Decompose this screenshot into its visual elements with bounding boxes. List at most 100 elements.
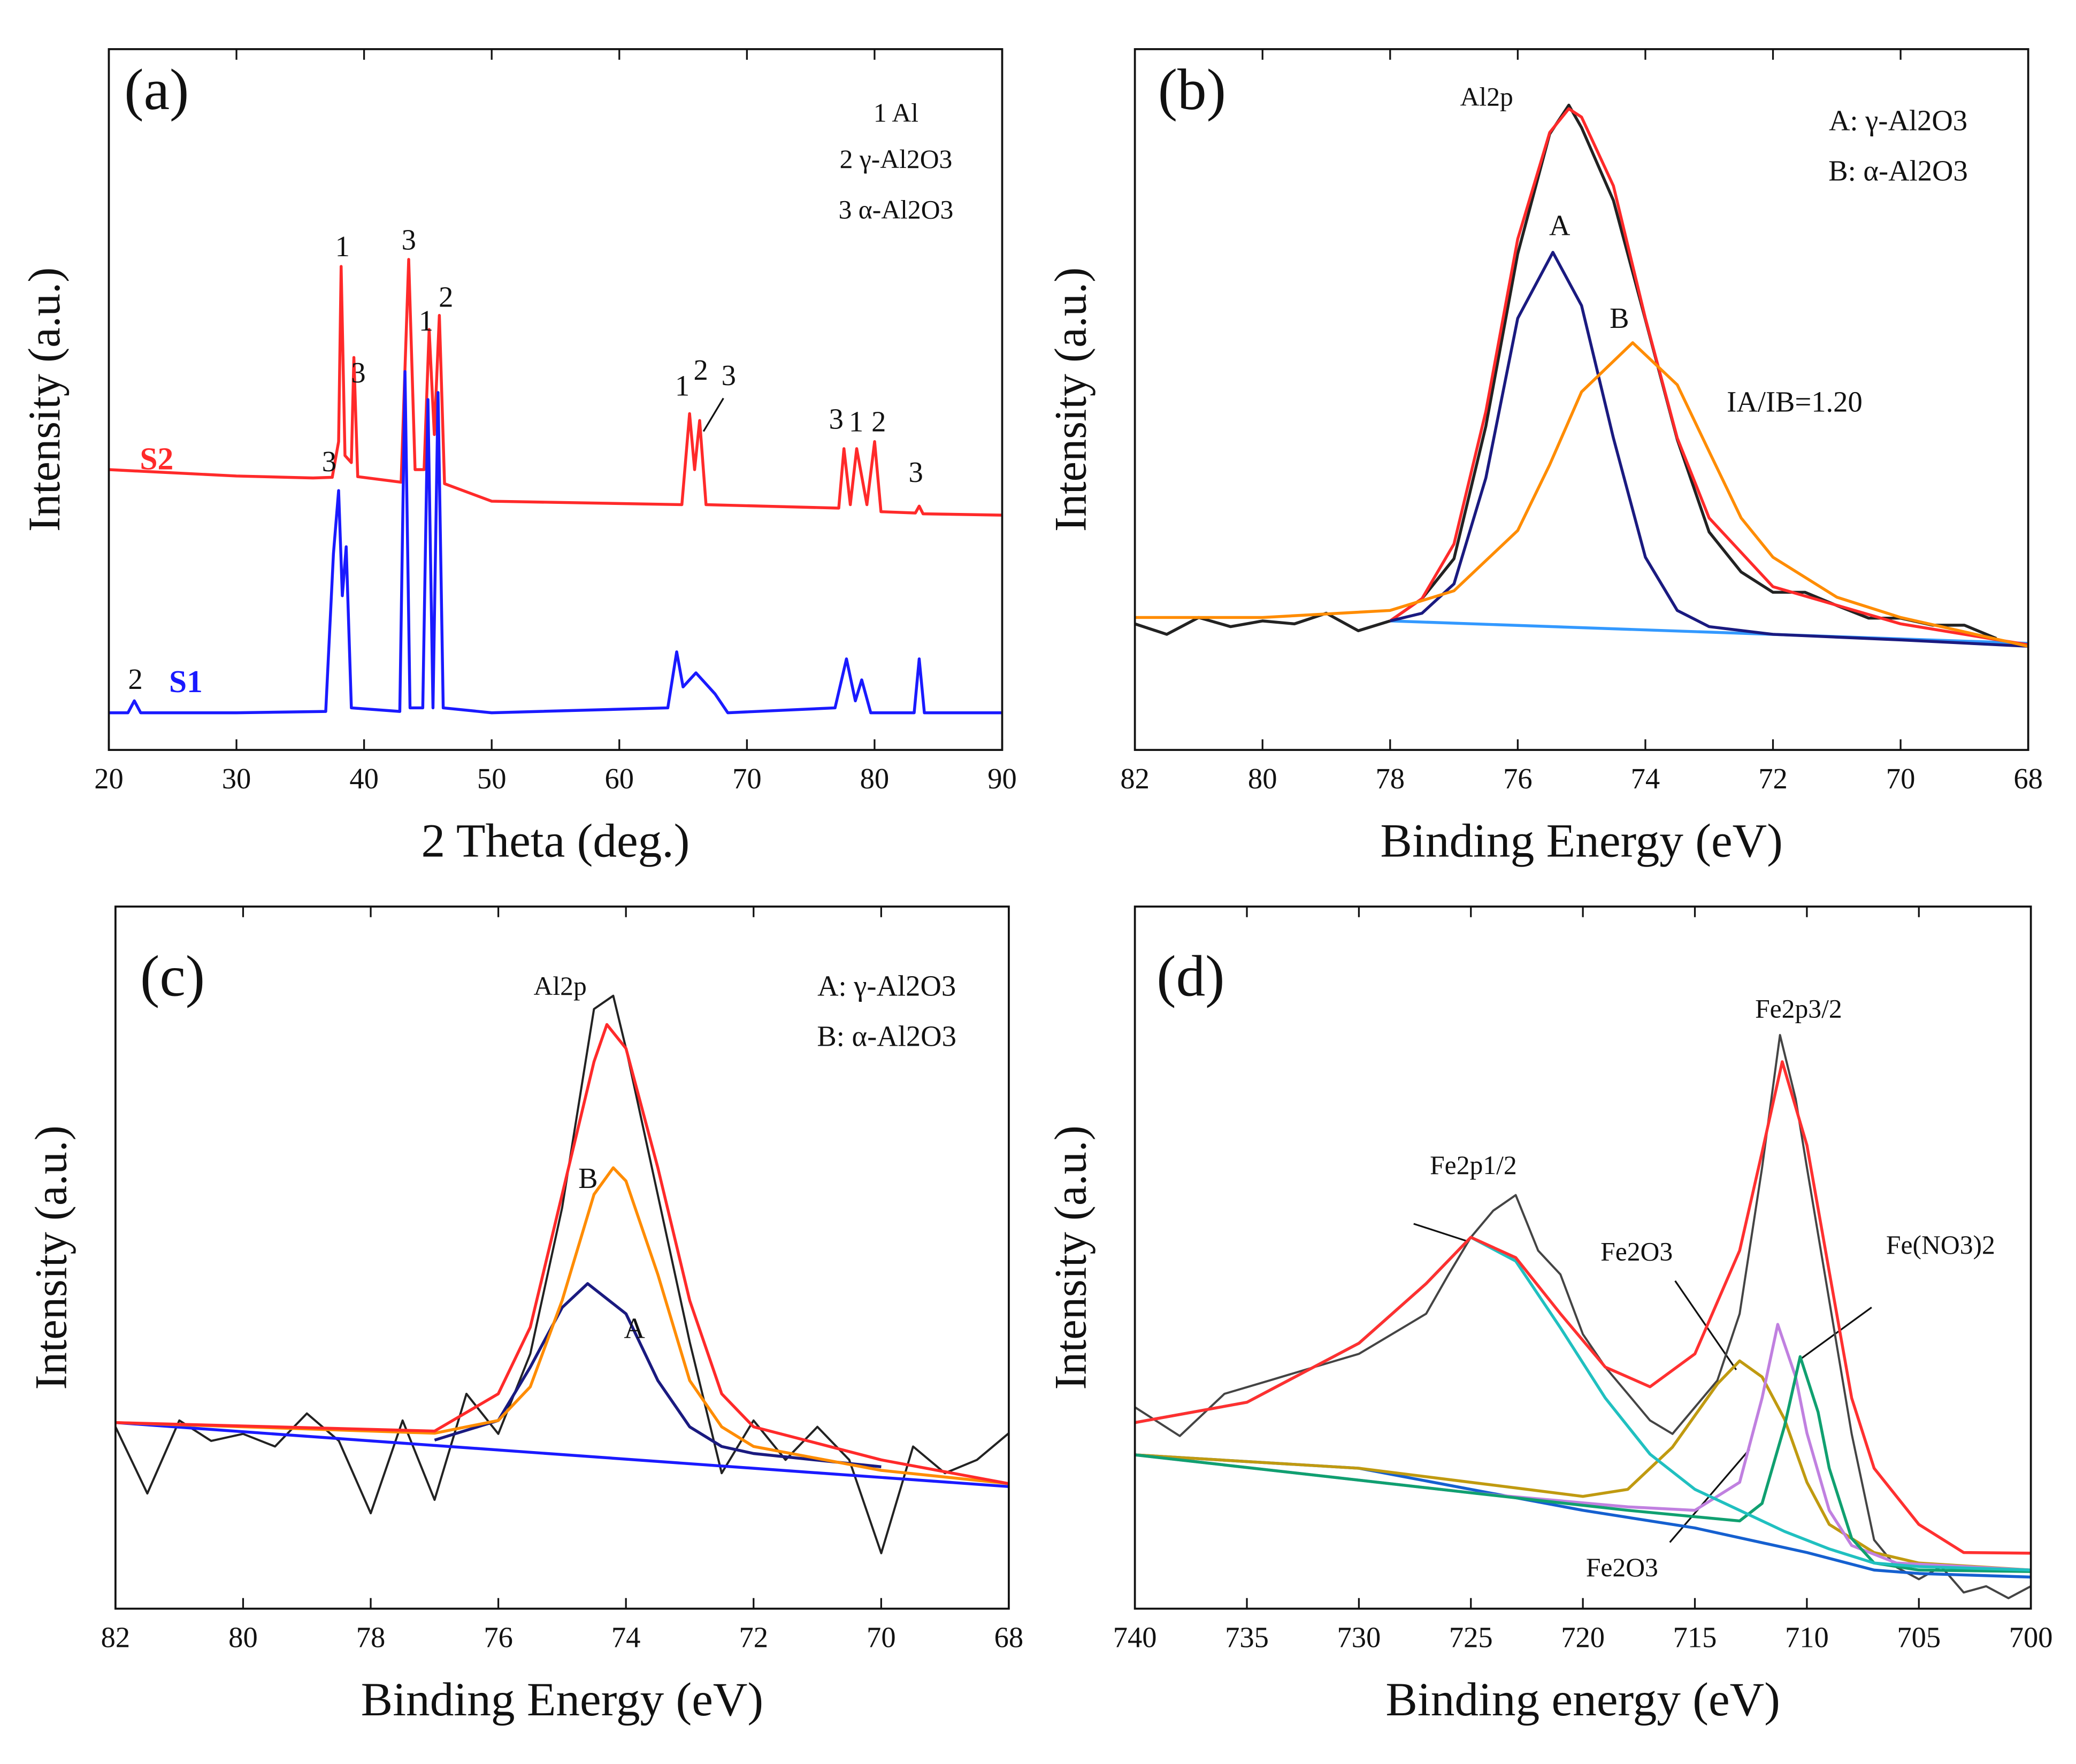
x-tick-label: 730 [1337, 1621, 1381, 1654]
series-line [115, 1166, 1009, 1485]
x-tick-label: 82 [101, 1621, 131, 1654]
x-axis-label: Binding energy (eV) [1385, 1673, 1780, 1726]
plot-frame [114, 906, 1010, 1610]
x-tick-label: 710 [1785, 1621, 1829, 1654]
annotation: Fe2p1/2 [1430, 1151, 1517, 1180]
series-line [1134, 1034, 2032, 1599]
arrow [702, 397, 724, 432]
x-tick-label: 68 [994, 1621, 1024, 1654]
x-tick-label: 735 [1225, 1621, 1269, 1654]
series-line [1135, 341, 2029, 648]
x-tick-label: 68 [2013, 762, 2043, 795]
series-label: S1 [169, 664, 203, 699]
annotation: Al2p [534, 971, 587, 1001]
x-tick-label: 70 [867, 1621, 896, 1654]
annotation: 2 γ-Al2O3 [840, 144, 953, 174]
annotation: 1 [335, 230, 350, 263]
annotation: 3 [829, 403, 844, 435]
x-tick-label: 78 [356, 1621, 386, 1654]
annotation: 2 [128, 663, 142, 695]
y-axis-label: Intensity (a.u.) [1046, 267, 1096, 532]
annotation: A [624, 1312, 645, 1345]
annotation: B: α-Al2O3 [1828, 155, 1968, 187]
x-tick-label: 78 [1376, 762, 1405, 795]
series-line [1389, 107, 2029, 647]
y-axis-label: Intensity (a.u.) [1046, 1125, 1096, 1390]
arrow [1413, 1223, 1467, 1242]
annotation: Fe(NO3)2 [1886, 1230, 1995, 1260]
x-axis-label: Binding Energy (eV) [361, 1673, 764, 1726]
annotation: 1 [675, 370, 690, 402]
annotation: 2 [694, 354, 708, 386]
annotation: Fe2O3 [1586, 1553, 1658, 1582]
annotation: 3 [722, 359, 736, 392]
annotation: 2 [439, 280, 453, 313]
series-line [1135, 1323, 2031, 1572]
annotation: 3 [909, 456, 923, 488]
series-line [1135, 1060, 2031, 1555]
annotation: IA/IB=1.20 [1727, 385, 1863, 418]
plot-frame [108, 48, 1003, 751]
arrow [1674, 1280, 1737, 1370]
x-tick-label: 74 [611, 1621, 641, 1654]
x-tick-label: 700 [2009, 1621, 2053, 1654]
annotation: 3 [402, 224, 416, 256]
x-tick-label: 70 [732, 762, 762, 795]
x-tick-label: 715 [1673, 1621, 1717, 1654]
annotation: Fe2O3 [1600, 1237, 1673, 1266]
x-tick-label: 70 [1886, 762, 1916, 795]
x-tick-label: 740 [1113, 1621, 1157, 1654]
annotation: A: γ-Al2O3 [817, 969, 956, 1002]
panel-label: (a) [124, 57, 189, 122]
x-tick-label: 80 [1248, 762, 1277, 795]
annotation: 3 α-Al2O3 [839, 195, 954, 224]
panel-label: (c) [140, 944, 205, 1008]
series-line [1390, 251, 2028, 648]
annotation: 3 [322, 445, 336, 478]
x-tick-label: 72 [1758, 762, 1788, 795]
x-tick-label: 80 [228, 1621, 258, 1654]
x-tick-label: 76 [484, 1621, 513, 1654]
x-tick-label: 725 [1449, 1621, 1493, 1654]
x-tick-label: 90 [987, 762, 1017, 795]
annotation: B [1610, 302, 1629, 334]
series-line [1135, 1236, 2031, 1572]
annotation: A: γ-Al2O3 [1829, 104, 1967, 136]
x-tick-label: 76 [1503, 762, 1533, 795]
series-line [109, 370, 1002, 715]
y-axis-label: Intensity (a.u.) [20, 267, 70, 532]
x-tick-label: 72 [739, 1621, 768, 1654]
x-axis-label: Binding Energy (eV) [1380, 814, 1783, 867]
x-tick-label: 60 [604, 762, 634, 795]
series-line [1135, 1359, 2031, 1572]
annotation: 1 [419, 304, 433, 337]
x-tick-label: 50 [477, 762, 507, 795]
x-tick-label: 30 [222, 762, 251, 795]
annotation: 1 Al [874, 98, 918, 127]
annotation: Fe2p3/2 [1755, 994, 1842, 1023]
annotation: B [578, 1162, 597, 1194]
x-tick-label: 720 [1561, 1621, 1605, 1654]
annotation: 1 [849, 405, 863, 438]
annotation: 3 [351, 356, 365, 389]
series-line [109, 258, 1002, 517]
series-label: S2 [140, 441, 173, 476]
series-line [115, 1421, 1009, 1489]
panel-label: (d) [1156, 944, 1224, 1008]
x-tick-label: 74 [1631, 762, 1660, 795]
series-line [115, 1023, 1009, 1485]
series-line [1135, 1453, 2031, 1579]
x-tick-label: 40 [349, 762, 379, 795]
x-tick-label: 20 [94, 762, 124, 795]
series-line [434, 1282, 882, 1469]
plot-frame [1133, 48, 2029, 751]
y-axis-label: Intensity (a.u.) [27, 1125, 76, 1390]
annotation: B: α-Al2O3 [817, 1020, 956, 1053]
annotation: 2 [871, 405, 886, 438]
x-tick-label: 705 [1897, 1621, 1941, 1654]
annotation: A [1549, 209, 1571, 241]
x-axis-label: 2 Theta (deg.) [422, 814, 690, 867]
annotation: Al2p [1460, 82, 1513, 112]
panel-label: (b) [1158, 57, 1226, 122]
